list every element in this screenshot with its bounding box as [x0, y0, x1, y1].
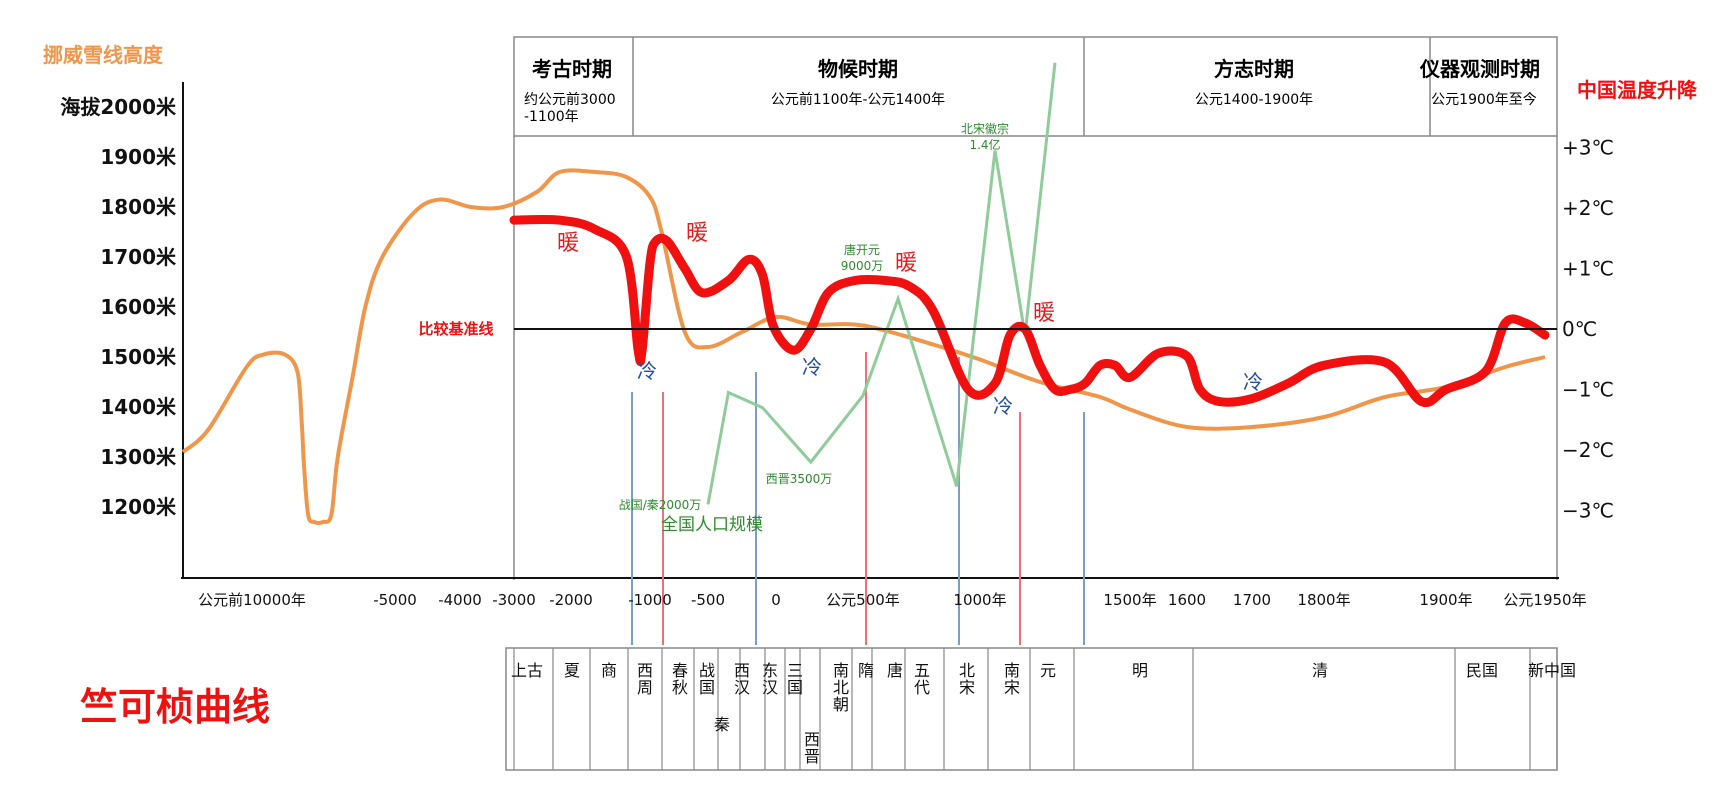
dynasty-label: 东汉 [762, 661, 778, 697]
right-tick-label: +1℃ [1562, 257, 1614, 281]
dynasty-label: 西周 [637, 661, 653, 697]
dynasty-label: 上古 [511, 661, 543, 680]
period-1-range-a: 约公元前3000 [524, 91, 616, 108]
left-tick-label: 1700米 [100, 245, 177, 269]
baseline-label: 比较基准线 [418, 320, 493, 338]
dynasty-label: 元 [1040, 661, 1056, 680]
right-tick-label: −3℃ [1562, 499, 1614, 523]
left-axis-title: 挪威雪线高度 [43, 43, 164, 67]
snowline-series [181, 168, 1546, 525]
period-3-range: 公元1400-1900年 [1195, 92, 1313, 108]
x-tick-label: -500 [691, 591, 725, 609]
cold-label: 冷 [637, 359, 657, 383]
dynasty-label: 战国 [699, 661, 715, 697]
dynasty-label: 秦 [714, 715, 730, 734]
right-tick-label: 0℃ [1562, 317, 1597, 341]
x-tick-label: -3000 [492, 591, 536, 609]
left-tick-label: 1600米 [100, 295, 177, 319]
population-label: 战国/秦2000万 [619, 498, 702, 512]
temperature-series [509, 214, 1550, 408]
warm-label: 暖 [1033, 301, 1055, 326]
dynasty-label: 新中国 [1528, 661, 1576, 680]
x-tick-label: 1000年 [953, 591, 1006, 609]
dynasty-label: 商 [601, 661, 617, 680]
dynasty-label: 隋 [858, 661, 874, 680]
right-axis-title: 中国温度升降 [1577, 78, 1698, 102]
dynasty-label: 南宋 [1004, 661, 1020, 697]
dynasty-label: 西汉 [734, 661, 750, 697]
population-label: 9000万 [841, 259, 884, 273]
population-label: 唐开元 [844, 242, 880, 257]
population-series-label: 全国人口规模 [661, 515, 763, 535]
warm-label: 暖 [686, 221, 708, 246]
dynasty-label: 唐 [887, 661, 903, 680]
dynasty-label: 南北朝 [833, 661, 849, 714]
period-1-name: 考古时期 [532, 57, 612, 81]
right-tick-label: −2℃ [1562, 438, 1614, 462]
x-tick-label: 1700 [1233, 591, 1271, 609]
x-tick-label: 1900年 [1419, 591, 1472, 609]
period-2-range: 公元前1100年-公元1400年 [771, 91, 945, 108]
dynasty-label: 北宋 [959, 661, 975, 697]
dynasty-label: 五代 [914, 661, 930, 697]
left-tick-label: 1300米 [100, 445, 177, 469]
left-tick-label: 1200米 [100, 495, 177, 519]
chart-title: 竺可桢曲线 [80, 685, 270, 729]
left-tick-label: 海拔2000米 [60, 95, 177, 119]
period-header [513, 36, 1558, 137]
dynasty-label: 春秋 [672, 661, 688, 697]
x-tick-label: 公元500年 [826, 591, 900, 609]
period-4-name: 仪器观测时期 [1419, 57, 1540, 81]
ticks-layer: 海拔2000米 1900米 1800米 1700米 1600米 1500米 1400米 130… [60, 95, 1614, 609]
dynasty-label: 夏 [564, 661, 580, 680]
dynasty-band-frame [505, 647, 1558, 771]
right-tick-label: +3℃ [1562, 136, 1614, 160]
x-tick-label: 1800年 [1297, 591, 1350, 609]
annotation-layer: 冷冷冷冷暖 暖暖暖战国/秦2000万西晋3500万唐开元9000万北宋徽宗1.4亿… [557, 121, 1263, 535]
right-tick-label: −1℃ [1562, 378, 1614, 402]
x-tick-label: -1000 [628, 591, 672, 609]
period-3-name: 方志时期 [1214, 57, 1294, 81]
dynasty-band: 上古 夏 商 西周春秋战国秦西汉东汉三国西晋南北朝隋唐五代北宋南宋 元 明 清 民国 新中国 [505, 647, 1576, 771]
x-tick-label: -2000 [549, 591, 593, 609]
dynasty-label: 清 [1312, 661, 1328, 680]
left-tick-label: 1900米 [100, 145, 177, 169]
period-2-name: 物候时期 [818, 57, 898, 81]
population-series [706, 62, 1057, 505]
x-tick-label: -5000 [373, 591, 417, 609]
period-4-range: 公元1900年至今 [1431, 92, 1537, 108]
left-tick-label: 1400米 [100, 395, 177, 419]
cold-label: 冷 [993, 394, 1013, 418]
left-tick-label: 1500米 [100, 345, 177, 369]
marker-lines [631, 352, 1085, 645]
dynasty-label: 三国 [787, 661, 803, 697]
population-label: 西晋3500万 [766, 472, 833, 486]
population-label: 北宋徽宗 [961, 121, 1009, 136]
warm-label: 暖 [557, 231, 579, 256]
dynasty-label: 明 [1132, 661, 1148, 680]
x-tick-label: 公元1950年 [1503, 591, 1586, 609]
x-tick-label: 1600 [1168, 591, 1206, 609]
dynasty-label: 民国 [1466, 661, 1498, 680]
right-tick-label: +2℃ [1562, 196, 1614, 220]
series-layer [181, 62, 1550, 525]
dynasty-label: 西晋 [804, 730, 820, 766]
x-tick-label: 1500年 [1103, 591, 1156, 609]
population-label: 1.4亿 [969, 137, 1000, 152]
x-tick-label: 0 [771, 591, 781, 609]
cold-label: 冷 [802, 355, 822, 379]
cold-label: 冷 [1243, 370, 1263, 394]
period-1-range-b: -1100年 [524, 109, 579, 125]
x-tick-label: 公元前10000年 [198, 591, 306, 609]
x-tick-label: -4000 [438, 591, 482, 609]
left-tick-label: 1800米 [100, 195, 177, 219]
warm-label: 暖 [895, 251, 917, 276]
